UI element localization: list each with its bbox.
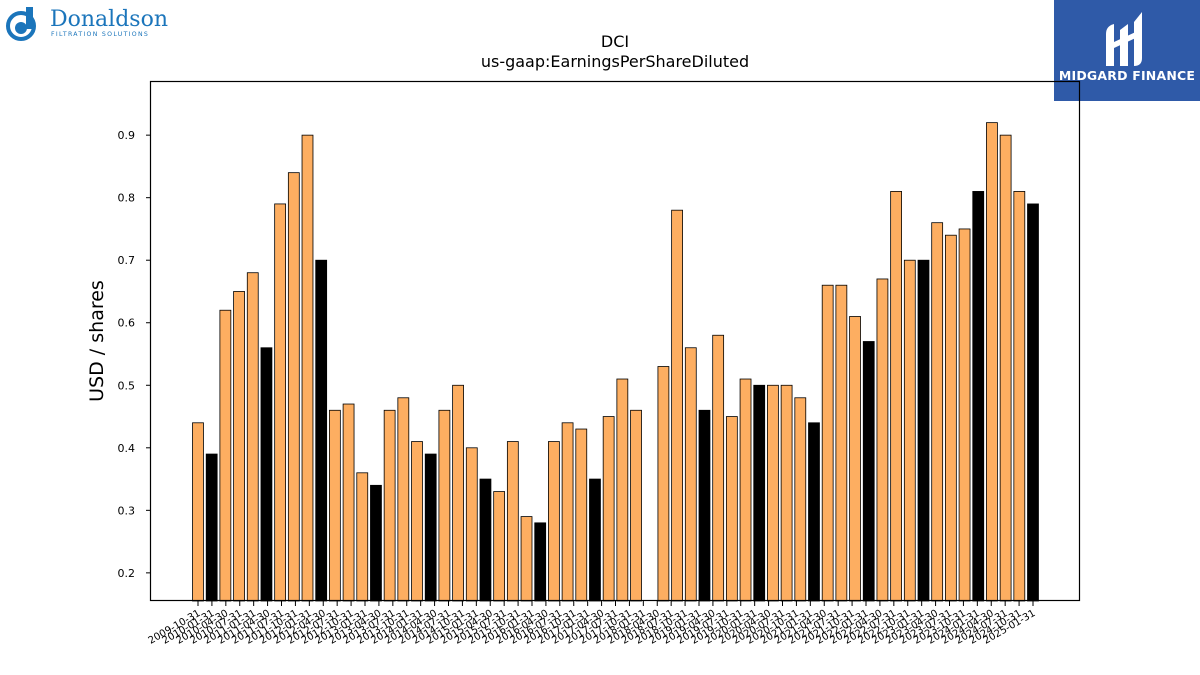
bar-quarterly — [411, 441, 423, 602]
bar-quarterly — [397, 397, 410, 602]
bars-layer — [192, 122, 1039, 602]
donaldson-emblem-icon: Donaldson FILTRATION SOLUTIONS — [6, 7, 168, 41]
bar-quarterly — [246, 272, 259, 602]
bar-quarterly — [630, 409, 642, 602]
bar-annual — [1027, 203, 1039, 602]
bar-quarterly — [657, 366, 670, 602]
donaldson-tagline: FILTRATION SOLUTIONS — [51, 31, 149, 38]
bar-quarterly — [602, 416, 615, 602]
bar-quarterly — [219, 309, 232, 602]
chart-title: DCI — [601, 32, 629, 51]
bar-quarterly — [931, 222, 944, 602]
bar-quarterly — [520, 516, 533, 602]
bar-quarterly — [780, 384, 793, 602]
bar-quarterly — [944, 234, 957, 602]
bar-annual — [972, 191, 985, 602]
bar-quarterly — [329, 409, 341, 602]
bar-quarterly — [999, 134, 1012, 602]
bar-quarterly — [986, 122, 998, 602]
bar-quarterly — [794, 397, 807, 602]
donaldson-wordmark: Donaldson — [50, 7, 168, 32]
bar-quarterly — [506, 441, 519, 602]
bar-quarterly — [876, 278, 889, 602]
bar-quarterly — [548, 441, 560, 602]
midgard-finance-logo: MIDGARD FINANCE — [1054, 0, 1200, 101]
bar-quarterly — [739, 378, 752, 602]
bar-annual — [534, 522, 547, 602]
midgard-emblem-icon — [1106, 12, 1142, 66]
bar-quarterly — [452, 384, 464, 602]
bar-annual — [589, 478, 601, 602]
y-tick-label: 0.5 — [118, 379, 136, 392]
bar-quarterly — [671, 209, 683, 602]
y-tick-label: 0.3 — [118, 504, 136, 517]
y-tick-label: 0.2 — [118, 567, 136, 580]
bar-annual — [370, 484, 382, 602]
y-tick-label: 0.4 — [118, 442, 136, 455]
bar-quarterly — [575, 428, 588, 602]
chart-subtitle: us-gaap:EarningsPerShareDiluted — [481, 52, 749, 71]
bar-quarterly — [383, 409, 396, 602]
bar-annual — [260, 347, 273, 602]
midgard-wordmark: MIDGARD FINANCE — [1058, 68, 1196, 83]
bar-quarterly — [301, 134, 314, 602]
bar-quarterly — [1013, 191, 1026, 602]
bar-annual — [205, 453, 218, 602]
y-axis-label: USD / shares — [86, 280, 108, 402]
bar-quarterly — [712, 334, 725, 602]
bar-annual — [315, 259, 328, 602]
y-tick-label: 0.9 — [118, 129, 136, 142]
bar-annual — [698, 409, 711, 602]
bar-quarterly — [821, 284, 834, 602]
bar-quarterly — [356, 472, 369, 602]
bar-annual — [753, 384, 766, 602]
bar-quarterly — [493, 491, 506, 602]
bar-quarterly — [849, 316, 861, 602]
bar-annual — [862, 341, 875, 602]
y-tick-label: 0.8 — [118, 192, 136, 205]
bar-quarterly — [465, 447, 478, 602]
bar-quarterly — [192, 422, 204, 602]
bar-quarterly — [342, 403, 355, 602]
y-tick-label: 0.6 — [118, 317, 136, 330]
bar-annual — [479, 478, 492, 602]
bar-quarterly — [616, 378, 629, 602]
bar-annual — [808, 422, 820, 602]
bar-quarterly — [287, 172, 300, 602]
y-tick-label: 0.7 — [118, 254, 136, 267]
bar-quarterly — [958, 228, 971, 602]
plot-frame — [149, 80, 1081, 602]
bar-quarterly — [561, 422, 574, 602]
bar-quarterly — [903, 259, 916, 602]
bar-quarterly — [835, 284, 848, 602]
bar-quarterly — [438, 409, 451, 602]
x-axis: 2009-10-312010-01-312010-04-302010-07-31… — [147, 601, 1038, 647]
bar-quarterly — [274, 203, 287, 602]
y-axis: 0.2 0.3 0.4 0.5 0.6 0.7 0.8 0.9 — [118, 129, 151, 580]
bar-quarterly — [684, 347, 697, 602]
bar-quarterly — [233, 291, 245, 602]
bar-quarterly — [725, 416, 738, 602]
donaldson-logo: Donaldson FILTRATION SOLUTIONS — [4, 4, 179, 46]
bar-annual — [424, 453, 437, 602]
bar-quarterly — [890, 191, 902, 602]
bar-quarterly — [767, 384, 779, 602]
bar-annual — [917, 259, 930, 602]
